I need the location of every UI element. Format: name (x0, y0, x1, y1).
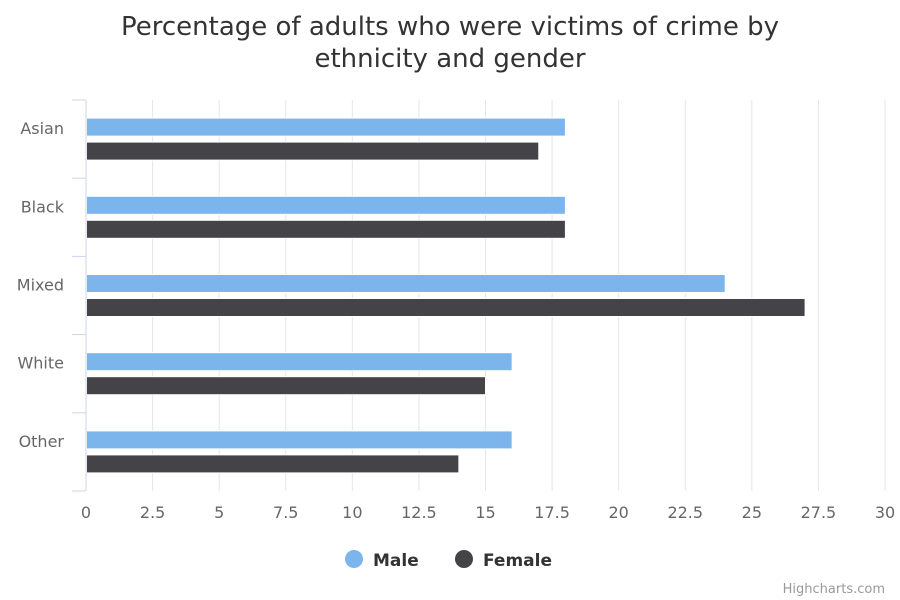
gridlines (152, 100, 886, 491)
legend-item-female[interactable]: Female (455, 550, 552, 571)
chart-title-line-2: ethnicity and gender (314, 44, 585, 74)
x-tick-label: 5 (214, 503, 224, 522)
x-tick-label: 20 (608, 503, 628, 522)
x-tick-label: 25 (742, 503, 762, 522)
bar-female-mixed[interactable] (86, 298, 806, 317)
legend: Male Female (345, 550, 552, 571)
bar-female-other[interactable] (86, 454, 460, 474)
bar-male-black[interactable] (86, 195, 566, 215)
axes: 0 2.5 5 7.5 10 12.5 15 17.5 20 22.5 25 27.5 30 Asian B… (17, 99, 895, 522)
legend-label: Female (483, 551, 552, 571)
credits-text[interactable]: Highcharts.com (783, 582, 885, 597)
bar-male-white[interactable] (86, 352, 513, 372)
x-tick-label: 0 (81, 503, 91, 522)
legend-label: Male (373, 551, 419, 571)
y-category-label: White (17, 354, 64, 373)
x-tick-label: 12.5 (401, 503, 437, 522)
bar-male-other[interactable] (86, 430, 513, 450)
x-tick-label: 30 (875, 503, 895, 522)
x-tick-label: 7.5 (273, 503, 298, 522)
legend-item-male[interactable]: Male (345, 550, 419, 571)
y-category-label: Mixed (17, 276, 64, 295)
bars (86, 117, 806, 474)
legend-marker (455, 550, 473, 568)
x-tick-label: 27.5 (801, 503, 837, 522)
y-category-label: Other (19, 432, 65, 451)
legend-marker (345, 550, 363, 568)
bar-female-white[interactable] (86, 376, 486, 396)
x-tick-label: 22.5 (667, 503, 703, 522)
chart-title-line-1: Percentage of adults who were victims of… (121, 12, 779, 42)
x-tick-label: 17.5 (534, 503, 570, 522)
y-category-label: Black (21, 197, 65, 216)
y-category-label: Asian (20, 119, 64, 138)
bar-male-mixed[interactable] (86, 274, 726, 293)
x-tick-label: 15 (475, 503, 495, 522)
x-tick-label: 10 (342, 503, 362, 522)
bar-male-asian[interactable] (86, 117, 566, 137)
bar-female-asian[interactable] (86, 141, 540, 161)
x-tick-label: 2.5 (140, 503, 165, 522)
chart-title: Percentage of adults who were victims of… (121, 12, 779, 74)
bar-female-black[interactable] (86, 219, 566, 239)
